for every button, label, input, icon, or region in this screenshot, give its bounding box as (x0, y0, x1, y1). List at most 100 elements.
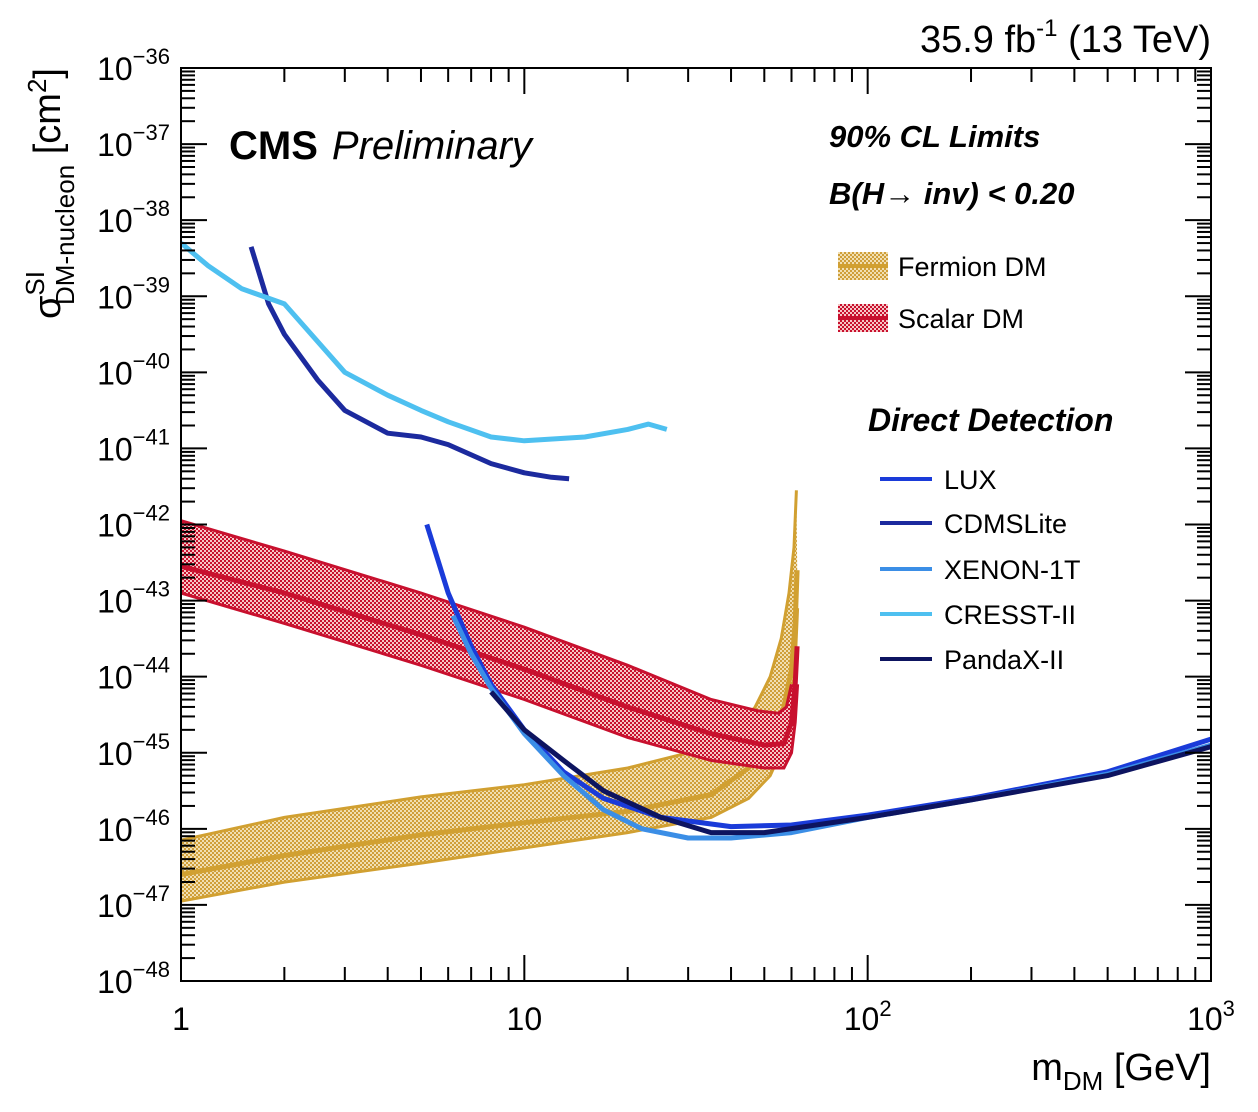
y-axis-title: σSIDM-nucleon [cm2] (20, 68, 80, 319)
bands-layer (181, 490, 800, 903)
y-tick-label-exp: −46 (133, 805, 170, 830)
br-prefix: B(H (829, 176, 885, 211)
cl-title: 90% CL Limits (829, 119, 1040, 154)
y-tick-label: 10−39 (97, 272, 170, 315)
y-tick-label: 10−48 (97, 957, 170, 1000)
dd-title: Direct Detection (868, 402, 1113, 438)
y-tick-label-exp: −37 (133, 120, 170, 145)
y-tick-label: 10−38 (97, 196, 170, 239)
y-tick-label-exp: −39 (133, 272, 170, 297)
luminosity-exponent: -1 (1036, 15, 1057, 42)
x-tick-label-base: 1 (172, 1001, 190, 1037)
band-fill-scalar-dm (181, 520, 798, 768)
br-suffix: inv) < 0.20 (915, 176, 1074, 211)
series-line-pandax-ii (489, 690, 1211, 836)
y-tick-label-base: 10 (97, 431, 133, 467)
x-tick-label: 103 (1187, 996, 1235, 1037)
x-tick-label: 102 (844, 996, 892, 1037)
y-tick-label: 10−37 (97, 120, 170, 163)
y-tick-label-exp: −40 (133, 348, 170, 373)
y-tick-label-exp: −42 (133, 501, 170, 526)
y-tick-label-base: 10 (97, 355, 133, 391)
x-axis-title: mDM [GeV] (1031, 1047, 1211, 1096)
luminosity-value: 35.9 fb (920, 19, 1036, 61)
x-tick-label-exp: 2 (879, 996, 891, 1021)
y-tick-label: 10−36 (97, 44, 170, 87)
ticklabels-layer: 1 10 102 10310−4810−4710−4610−4510−4410−431… (97, 44, 1235, 1037)
y-axis-title-unit: [cm (27, 93, 69, 165)
y-tick-label-base: 10 (97, 508, 133, 544)
ticks-layer (180, 68, 1211, 982)
y-tick-label: 10−47 (97, 881, 170, 924)
y-axis-title-sub: DM-nucleon (50, 165, 80, 305)
y-axis-title-unit-sup: 2 (22, 79, 52, 93)
y-tick-label-base: 10 (97, 736, 133, 772)
y-axis-title-unit-end: ] (27, 68, 69, 79)
legend-item-cdmslite: CDMSLite (880, 509, 1067, 539)
y-tick-label-base: 10 (97, 51, 133, 87)
legend-bands: Fermion DM Scalar DM (838, 252, 1047, 334)
legend-item-xenon1t: XENON-1T (880, 555, 1081, 585)
series-layer (181, 241, 1211, 841)
x-tick-label-base: 10 (844, 1001, 880, 1037)
x-tick-label-base: 10 (507, 1001, 543, 1037)
band-lower-scalar-dm (181, 591, 800, 770)
band-fill-fermion-dm (181, 490, 798, 902)
x-tick-label: 10 (507, 1001, 543, 1037)
y-tick-label-exp: −48 (133, 957, 170, 982)
band-central-scalar-dm (181, 563, 800, 748)
y-tick-label-base: 10 (97, 660, 133, 696)
y-axis-title-sup: SI (20, 271, 50, 296)
legend-label-cdmslite: CDMSLite (944, 509, 1067, 539)
x-tick-label: 1 (172, 1001, 190, 1037)
y-tick-label: 10−46 (97, 805, 170, 848)
experiment-label: CMS Preliminary (229, 124, 535, 168)
legend-item-lux: LUX (880, 465, 997, 495)
legend-item-cresst2: CRESST-II (880, 600, 1076, 630)
y-tick-label-base: 10 (97, 812, 133, 848)
y-axis-title-base: σ (27, 296, 69, 319)
br-arrow: → (884, 176, 915, 211)
y-tick-label-base: 10 (97, 888, 133, 924)
legend-label-cresst2: CRESST-II (944, 600, 1076, 630)
legend-item-pandax2: PandaX-II (880, 645, 1064, 675)
y-tick-label: 10−45 (97, 729, 170, 772)
y-tick-label-exp: −36 (133, 44, 170, 69)
y-tick-label: 10−42 (97, 501, 170, 544)
y-tick-label-base: 10 (97, 279, 133, 315)
band-central-fermion-dm (181, 570, 800, 877)
y-tick-label-base: 10 (97, 964, 133, 1000)
experiment-status: Preliminary (332, 124, 535, 168)
legend-item-scalar: Scalar DM (838, 304, 1024, 334)
y-tick-label-base: 10 (97, 584, 133, 620)
legend-label-xenon1t: XENON-1T (944, 555, 1081, 585)
x-axis-title-sub: DM (1063, 1066, 1103, 1096)
x-axis-title-base: m (1031, 1047, 1063, 1089)
band-upper-scalar-dm (181, 519, 793, 715)
experiment-name: CMS (229, 124, 318, 168)
y-tick-label-exp: −47 (133, 881, 170, 906)
y-tick-label-exp: −41 (133, 424, 170, 449)
y-tick-label: 10−41 (97, 424, 170, 467)
series-line-cresst-ii (181, 241, 668, 444)
y-tick-label-exp: −43 (133, 577, 170, 602)
y-tick-label: 10−40 (97, 348, 170, 391)
y-tick-label-exp: −38 (133, 196, 170, 221)
legend-label-fermion: Fermion DM (898, 252, 1047, 282)
y-tick-label-base: 10 (97, 203, 133, 239)
y-tick-label: 10−44 (97, 653, 170, 696)
x-tick-label-base: 10 (1187, 1001, 1223, 1037)
br-label: B(H→ inv) < 0.20 (829, 176, 1075, 211)
legend-label-pandax2: PandaX-II (944, 645, 1064, 675)
luminosity-label: 35.9 fb-1 (13 TeV) (920, 15, 1211, 61)
energy-label: (13 TeV) (1058, 19, 1211, 61)
x-axis-title-unit: [GeV] (1103, 1047, 1211, 1089)
x-tick-label-exp: 3 (1223, 996, 1235, 1021)
y-tick-label: 10−43 (97, 577, 170, 620)
legend-label-scalar: Scalar DM (898, 304, 1024, 334)
y-tick-label-exp: −45 (133, 729, 170, 754)
legend-label-lux: LUX (944, 465, 997, 495)
series-line-cdmslite (248, 246, 570, 482)
legend-item-fermion: Fermion DM (838, 252, 1047, 282)
